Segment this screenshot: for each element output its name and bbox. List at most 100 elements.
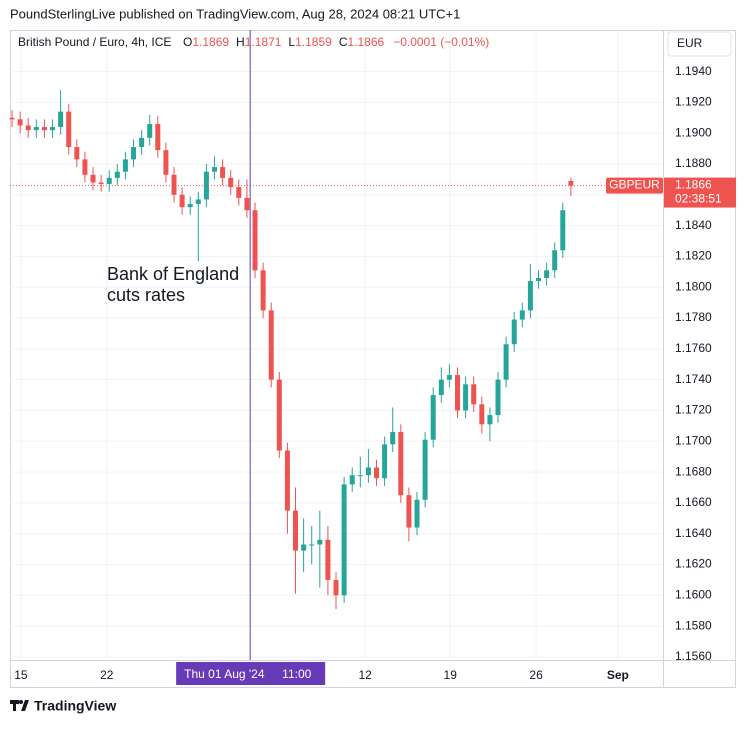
candle-body xyxy=(325,539,331,580)
candle-body xyxy=(139,137,145,148)
x-tick-label: 26 xyxy=(529,668,543,682)
candle-body xyxy=(406,495,412,528)
candle-body xyxy=(414,499,420,528)
candle-body xyxy=(260,270,266,311)
crosshair-badge xyxy=(176,662,326,685)
annotation: Bank of England xyxy=(107,264,239,284)
candle-body xyxy=(390,432,396,445)
candle-body xyxy=(341,484,347,596)
crosshair-date: Thu 01 Aug '24 xyxy=(184,667,265,681)
candle-body xyxy=(131,147,137,160)
footer-brand: TradingView xyxy=(34,698,116,714)
candle-body xyxy=(284,450,290,511)
y-tick-label: 1.1700 xyxy=(675,433,712,447)
candle-body xyxy=(58,111,64,128)
candle-body xyxy=(317,539,323,545)
candle-body xyxy=(82,159,88,175)
y-tick-label: 1.1720 xyxy=(675,403,712,417)
crosshair-time: 11:00 xyxy=(282,667,311,681)
candle-body xyxy=(114,171,120,178)
candle-body xyxy=(503,344,509,380)
candle-body xyxy=(560,210,566,251)
currency[interactable]: EUR xyxy=(677,36,703,50)
ohlc-letter: H xyxy=(236,35,245,49)
candle-body xyxy=(9,117,15,120)
candle-body xyxy=(374,467,380,479)
ohlc-value: 1.1871 xyxy=(245,35,282,49)
candle-body xyxy=(171,174,177,195)
ticker-badge xyxy=(606,177,663,194)
candle-body xyxy=(446,375,452,380)
candle-body xyxy=(41,127,47,131)
last-price: 1.1866 xyxy=(675,178,712,192)
candle-body xyxy=(203,171,209,200)
candle-body xyxy=(74,147,80,160)
candle-body xyxy=(276,379,282,451)
y-tick-label: 1.1880 xyxy=(675,156,712,170)
y-tick-label: 1.1680 xyxy=(675,464,712,478)
candle-body xyxy=(195,199,201,205)
candle-body xyxy=(50,127,56,131)
candle-body xyxy=(293,510,299,551)
candle-body xyxy=(438,379,444,396)
x-tick-label: 19 xyxy=(444,668,458,682)
y-tick-label: 1.1580 xyxy=(675,618,712,632)
candle-body xyxy=(552,250,558,271)
candle-body xyxy=(17,119,23,126)
candle-body xyxy=(228,177,234,188)
candle-body xyxy=(536,277,542,282)
candle-body xyxy=(147,123,153,138)
y-tick-label: 1.1620 xyxy=(675,557,712,571)
candle-body xyxy=(106,177,112,185)
candle-body xyxy=(90,174,96,183)
candle-body xyxy=(220,167,226,178)
y-tick-label: 1.1920 xyxy=(675,95,712,109)
candle-body xyxy=(544,270,550,278)
candle-body xyxy=(212,167,218,172)
countdown: 02:38:51 xyxy=(675,192,722,206)
candle-body xyxy=(471,384,477,405)
currency-button[interactable] xyxy=(667,31,732,57)
candle-body xyxy=(98,182,104,185)
y-tick-label: 1.1900 xyxy=(675,125,712,139)
x-tick-label: 15 xyxy=(14,668,28,682)
candle-body xyxy=(268,310,274,380)
y-tick-label: 1.1560 xyxy=(675,649,712,663)
ticker: GBPEUR xyxy=(609,178,660,192)
candle-body xyxy=(422,439,428,500)
tradingview-logo xyxy=(10,700,29,711)
candle-body xyxy=(365,467,371,476)
y-tick-label: 1.1840 xyxy=(675,218,712,232)
symbol: British Pound / Euro, 4h, ICE xyxy=(18,35,171,49)
y-tick-label: 1.1740 xyxy=(675,372,712,386)
candle-body xyxy=(244,197,250,211)
candle-body xyxy=(519,310,525,320)
candle-body xyxy=(252,210,258,271)
candle-body xyxy=(398,432,404,496)
candle-body xyxy=(66,111,72,148)
ohlc-letter: L xyxy=(288,35,295,49)
candle-body xyxy=(155,123,161,151)
candle-body xyxy=(495,379,501,416)
price-badge xyxy=(664,177,736,208)
candle-body xyxy=(33,127,39,131)
candle-body xyxy=(349,475,355,485)
candle-body xyxy=(309,544,315,546)
y-tick-label: 1.1660 xyxy=(675,495,712,509)
candles xyxy=(9,90,574,610)
candle-body xyxy=(187,204,193,208)
y-tick-label: 1.1820 xyxy=(675,249,712,263)
x-tick-label: Sep xyxy=(607,668,629,682)
candle-body xyxy=(430,395,436,440)
candle-body xyxy=(455,375,461,411)
y-tick-label: 1.1780 xyxy=(675,310,712,324)
chart-frame xyxy=(10,30,736,688)
y-tick-label: 1.1940 xyxy=(675,64,712,78)
candle-body xyxy=(301,544,307,551)
candle-body xyxy=(333,579,339,596)
candle-body xyxy=(511,319,517,345)
y-tick-label: 1.1640 xyxy=(675,526,712,540)
